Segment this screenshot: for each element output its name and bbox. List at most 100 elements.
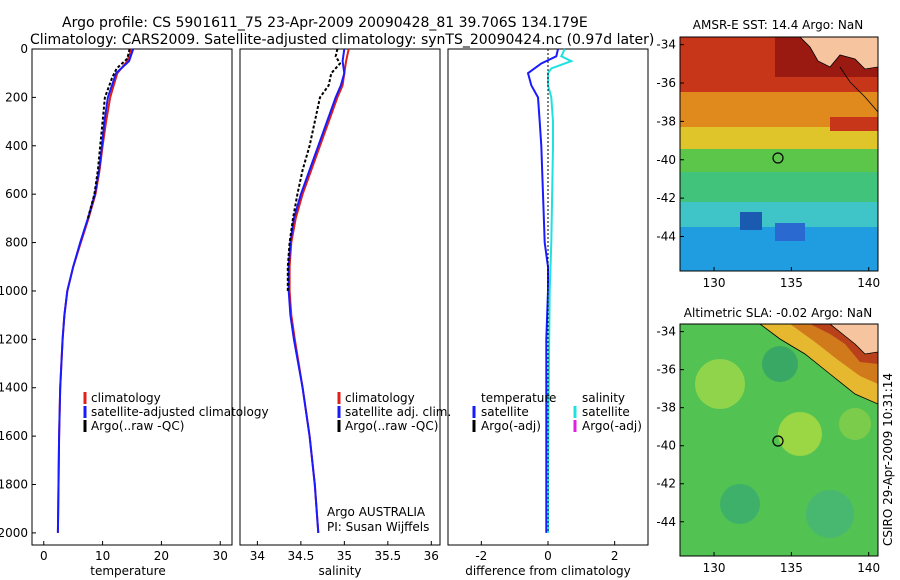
sst-patch-2	[775, 223, 805, 241]
sla-blob-2	[778, 412, 822, 456]
salinity-axes	[239, 48, 441, 546]
series-line	[547, 48, 574, 533]
temperature-xlabel: temperature	[90, 564, 165, 578]
difference-legend: temperature satellite Argo(-adj) salinit…	[472, 391, 642, 433]
credit-text: CSIRO 29-Apr-2009 10:31:14	[881, 373, 895, 546]
temperature-legend: climatology satellite-adjusted climatolo…	[83, 391, 269, 433]
y-tick-label: 1400	[0, 381, 28, 395]
map-x-tick-label: 135	[780, 276, 803, 290]
x-tick-label: 2	[611, 549, 619, 563]
title-line-2: Climatology: CARS2009. Satellite-adjuste…	[30, 32, 654, 48]
x-tick-label: -2	[475, 549, 487, 563]
sla-argo-marker	[772, 435, 784, 447]
annotation-argo-australia: Argo AUSTRALIA	[327, 505, 426, 519]
sst-map-image	[680, 37, 878, 271]
sst-map-frame	[679, 36, 879, 272]
map-y-tick-label: -44	[656, 515, 676, 529]
legend-climatology: climatology	[91, 391, 161, 405]
sla-map-image	[680, 324, 878, 556]
temperature-lines	[56, 48, 135, 533]
salinity-xlabel: salinity	[318, 564, 361, 578]
difference-x-axis: -2 0 2	[475, 541, 618, 563]
map-y-tick-label: -42	[656, 191, 676, 205]
temperature-x-axis: 0 10 20 30	[40, 541, 228, 563]
sla-map-ticks: 130 135 140 -34 -36 -38 -40 -42 -44	[656, 325, 880, 575]
sst-land	[799, 37, 878, 70]
map-y-tick-label: -42	[656, 477, 676, 491]
sla-blob-1	[695, 359, 745, 409]
map-y-tick-label: -36	[656, 76, 676, 90]
x-tick-label: 30	[213, 549, 228, 563]
series-line	[56, 48, 133, 533]
difference-xlabel: difference from climatology	[465, 564, 631, 578]
sst-argo-marker	[772, 152, 784, 164]
y-tick-label: 600	[5, 187, 28, 201]
x-tick-label: 35.5	[374, 549, 401, 563]
map-y-tick-label: -40	[656, 153, 676, 167]
sla-blob-5	[762, 346, 798, 382]
sla-blob-3	[720, 484, 760, 524]
salinity-legend: climatology satellite adj. clim. Argo(..…	[337, 391, 451, 433]
sla-map-frame	[679, 323, 879, 557]
series-line	[526, 48, 559, 533]
legend-argo: Argo(..raw -QC)	[91, 419, 184, 433]
legend-salinity-heading: salinity	[582, 391, 625, 405]
sst-patch-1	[740, 212, 762, 230]
x-tick-label: 0	[40, 549, 48, 563]
difference-panel: -2 0 2 difference from climatology tempera…	[447, 48, 649, 578]
map-x-tick-label: 130	[703, 276, 726, 290]
difference-lines	[526, 48, 574, 533]
sst-patch-3	[830, 117, 878, 131]
x-tick-label: 34	[250, 549, 265, 563]
series-line	[86, 48, 131, 219]
legend-sal-argo: Argo(-adj)	[582, 419, 642, 433]
legend-temperature-heading: temperature	[481, 391, 556, 405]
y-tick-label: 1600	[0, 429, 28, 443]
x-tick-label: 35	[337, 549, 352, 563]
y-tick-label: 1200	[0, 332, 28, 346]
sla-map: Altimetric SLA: -0.02 Argo: NaN 130 135 14…	[656, 306, 880, 575]
x-tick-label: 20	[154, 549, 169, 563]
sla-land	[829, 324, 878, 355]
annotation-pi: PI: Susan Wijffels	[327, 520, 429, 534]
temperature-axes	[31, 48, 233, 546]
x-tick-label: 0	[544, 549, 552, 563]
sst-map-ticks: 130 135 140 -34 -36 -38 -40 -42 -44	[656, 38, 880, 290]
map-y-tick-label: -36	[656, 363, 676, 377]
y-tick-label: 2000	[0, 526, 28, 540]
y-tick-label: 400	[5, 139, 28, 153]
y-tick-label: 1800	[0, 478, 28, 492]
sla-blob-4	[806, 490, 854, 538]
salinity-panel: 34 34.5 35 35.5 36 salinity climatology sate…	[239, 48, 451, 578]
y-tick-label: 200	[5, 90, 28, 104]
map-y-tick-label: -40	[656, 439, 676, 453]
map-x-tick-label: 135	[780, 561, 803, 575]
legend-satellite-adjusted: satellite-adjusted climatology	[91, 405, 269, 419]
series-line	[56, 48, 135, 533]
sla-coastline	[759, 324, 878, 405]
legend-temp-satellite: satellite	[481, 405, 529, 419]
series-line	[288, 48, 350, 533]
legend-sal-satellite: satellite	[582, 405, 630, 419]
depth-axis: 0 200 400 600 800 1000 1200 1400 1600 1800 2000	[0, 42, 36, 540]
map-x-tick-label: 130	[703, 561, 726, 575]
sst-coastline	[839, 66, 878, 113]
series-line	[286, 48, 342, 291]
map-y-tick-label: -34	[656, 38, 676, 52]
x-tick-label: 10	[95, 549, 110, 563]
salinity-lines	[286, 48, 350, 533]
y-tick-label: 0	[20, 42, 28, 56]
title-line-1: Argo profile: CS 5901611_75 23-Apr-2009 …	[62, 15, 588, 31]
y-tick-label: 1000	[0, 284, 28, 298]
map-y-tick-label: -44	[656, 229, 676, 243]
temperature-panel: 0 200 400 600 800 1000 1200 1400 1600 1800 2000 0 1…	[0, 42, 269, 578]
legend-climatology: climatology	[345, 391, 415, 405]
salinity-x-axis: 34 34.5 35 35.5 36	[250, 541, 439, 563]
map-y-tick-label: -38	[656, 114, 676, 128]
sst-map: AMSR-E SST: 14.4 Argo: NaN 130 135 140 -34 -…	[656, 18, 880, 290]
sst-map-title: AMSR-E SST: 14.4 Argo: NaN	[693, 18, 863, 32]
map-y-tick-label: -38	[656, 401, 676, 415]
x-tick-label: 36	[424, 549, 439, 563]
sla-blob-6	[839, 408, 871, 440]
